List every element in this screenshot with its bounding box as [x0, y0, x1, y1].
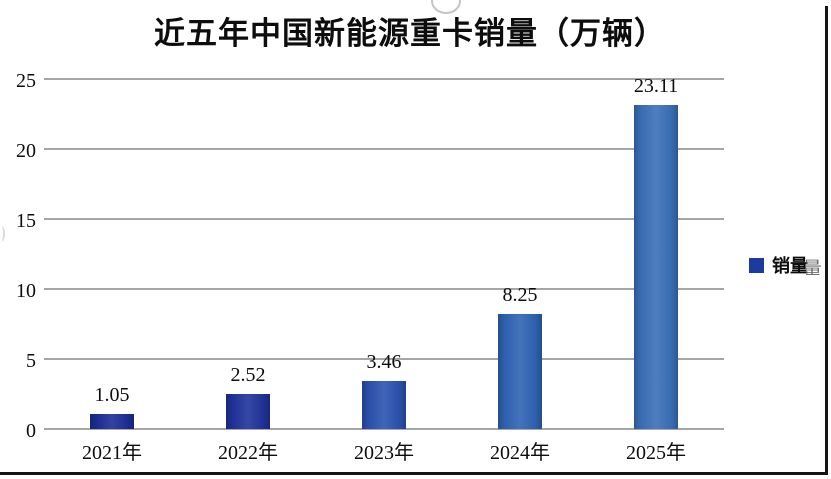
bar: [634, 105, 678, 429]
bar-sheen: [226, 393, 270, 429]
bar-value-label: 8.25: [502, 283, 538, 306]
bar-sheen: [362, 380, 406, 429]
y-axis-tick: 20: [16, 140, 36, 162]
bar: [362, 380, 406, 429]
cropped-character: 量: [806, 259, 821, 275]
bar: [226, 393, 270, 429]
x-axis-label: 2024年: [490, 442, 550, 464]
x-axis-label: 2021年: [82, 442, 142, 464]
gridline: [44, 78, 724, 80]
frame-border-bottom: [0, 472, 828, 475]
bar-sheen: [90, 414, 134, 429]
bar: [90, 414, 134, 429]
gridline: [44, 148, 724, 150]
gridline: [44, 218, 724, 220]
right-edge-artifact: 量: [806, 253, 821, 275]
frame-border-right: [825, 6, 828, 475]
x-axis-label: 2025年: [626, 442, 686, 464]
y-axis: 0 5 10 15 20 25: [0, 71, 36, 441]
legend-swatch-icon: [749, 257, 764, 273]
bar: [498, 313, 542, 429]
legend-label: 销量: [772, 256, 808, 276]
bar-value-label: 2.52: [230, 363, 266, 386]
gridline: [44, 358, 724, 360]
plot-area: 1.05 2021年 2.52 2022年 3.46 2023年 8.25 2024年 23.1…: [44, 75, 724, 463]
bar-value-label: 3.46: [366, 350, 402, 373]
bar-sheen: [498, 313, 542, 429]
x-axis-label: 2022年: [218, 442, 278, 464]
left-edge-artifact: [0, 226, 5, 242]
bar-value-label: 1.05: [94, 384, 130, 407]
y-axis-tick: 25: [16, 70, 36, 92]
bar-value-label: 23.11: [633, 75, 679, 98]
gridline: [44, 428, 724, 430]
x-axis-label: 2023年: [354, 442, 414, 464]
y-axis-tick: 15: [16, 210, 36, 232]
legend: 销量: [749, 252, 808, 278]
chart-title: 近五年中国新能源重卡销量（万辆）: [154, 16, 666, 51]
y-axis-tick: 5: [26, 350, 36, 372]
y-axis-tick: 0: [26, 420, 36, 442]
gridline: [44, 288, 724, 290]
bar-sheen: [634, 105, 678, 429]
y-axis-tick: 10: [16, 280, 36, 302]
